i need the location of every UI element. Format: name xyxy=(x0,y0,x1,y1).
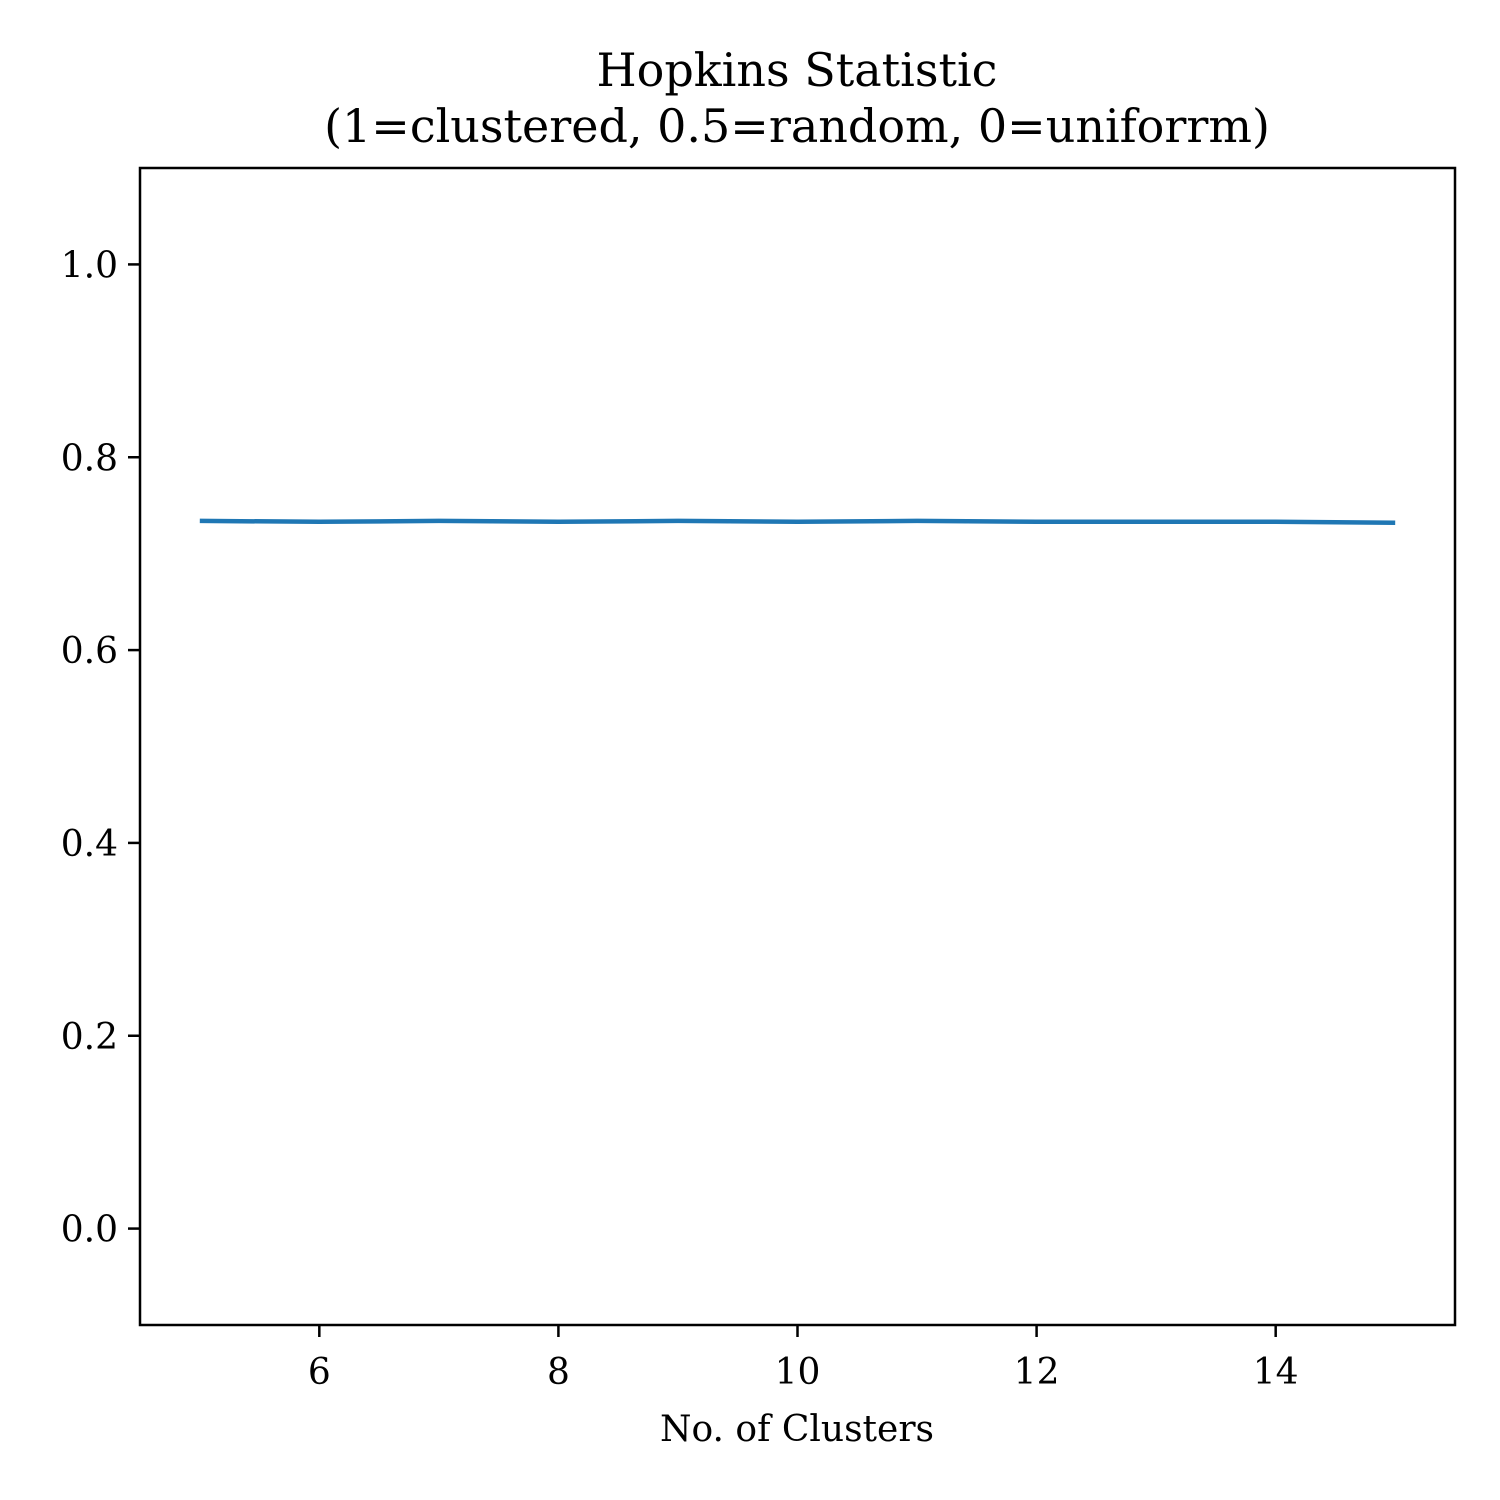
y-tick-label: 0.6 xyxy=(61,631,118,672)
x-tick-label: 14 xyxy=(1253,1352,1299,1393)
chart-subtitle: (1=clustered, 0.5=random, 0=uniforrm) xyxy=(324,99,1270,153)
y-axis: 0.0 0.2 0.4 0.6 0.8 1.0 xyxy=(61,245,140,1251)
chart-title: Hopkins Statistic xyxy=(597,43,998,97)
y-tick-label: 0.0 xyxy=(61,1210,118,1251)
x-axis: 6 8 10 12 14 xyxy=(308,1325,1299,1393)
x-tick-label: 6 xyxy=(308,1352,331,1393)
y-tick-label: 0.2 xyxy=(61,1017,118,1058)
x-axis-label: No. of Clusters xyxy=(660,1409,934,1450)
x-tick-label: 10 xyxy=(775,1352,821,1393)
x-tick-label: 12 xyxy=(1014,1352,1060,1393)
series-line xyxy=(199,518,1396,526)
plot-area xyxy=(199,518,1396,526)
y-tick-label: 1.0 xyxy=(61,245,118,286)
y-tick-label: 0.8 xyxy=(61,438,118,479)
x-tick-label: 8 xyxy=(547,1352,570,1393)
axes-frame xyxy=(138,166,1457,1327)
y-tick-label: 0.4 xyxy=(61,824,118,865)
